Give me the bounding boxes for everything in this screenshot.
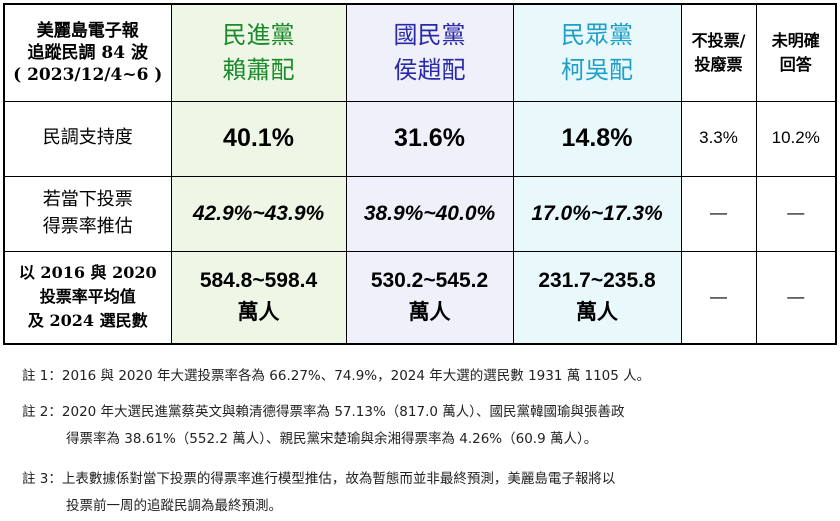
value-line: 萬人 [237,301,280,325]
value-line: — [787,287,805,307]
value-cell: 10.2% [755,100,837,177]
header-column-cell: 不投票/投廢票 [680,3,757,102]
row-label-line: 民調支持度 [42,127,133,149]
header-column-line: 賴蕭配 [222,55,295,84]
value-cell: 42.9%~43.9% [170,175,347,252]
note-line: 註 2：2020 年大選民進黨蔡英文與賴清德得票率為 57.13%（817.0 … [22,400,625,427]
note-label: 註 3： [22,471,62,487]
note-line: 投票前一周的追蹤民調為最終預測。 [22,494,615,521]
value-line: 萬人 [408,301,451,325]
value-line: — [710,287,727,307]
row-label-cell: 以 2016 與 2020 投票率平均值及 2024 選民數 [3,250,172,345]
value-line: 17.0%~17.3% [531,201,663,225]
data-row: 民調支持度 40.1% 31.6% 14.8% 3.3% 10.2% [3,100,837,177]
note-label: 註 1： [22,368,62,384]
header-column-line: 侯趙配 [393,55,466,84]
value-cell: 530.2~545.2 萬人 [345,250,514,345]
value-cell: — [755,175,837,252]
note-text: 得票率為 38.61%（552.2 萬人）、親民黨宋楚瑜與余湘得票率為 4.26… [66,431,598,447]
header-column-line: 未明確 [771,30,820,50]
value-line: 31.6% [394,124,465,153]
value-line: 3.3% [699,128,738,148]
note: 註 2：2020 年大選民進黨蔡英文與賴清德得票率為 57.13%（817.0 … [22,400,625,454]
header-title-line: 追蹤民調 84 波 [27,42,149,63]
header-column-line: 不投票/ [691,30,746,50]
header-column-cell: 未明確 回答 [755,3,837,102]
value-line: 584.8~598.4 [199,268,318,292]
value-line: 42.9%~43.9% [192,201,325,225]
header-column-line: 民眾黨 [561,20,633,49]
header-row: 美麗島電子報 追蹤民調 84 波( 2023/12/4~6 ) 民進黨 賴蕭配 國民黨侯… [3,3,837,102]
row-label-line: 投票率平均值 [39,287,136,307]
header-column-cell: 國民黨 侯趙配 [345,3,514,102]
note-label: 註 2： [22,404,62,420]
note: 註 1：2016 與 2020 年大選投票率各為 66.27%、74.9%，20… [22,364,650,391]
header-column-line: 回答 [779,54,812,74]
row-label-line: 若當下投票 [42,189,133,211]
value-cell: 231.7~235.8 萬人 [512,250,682,345]
row-label-cell: 若當下投票得票率推估 [3,175,172,252]
data-row: 以 2016 與 2020 投票率平均值及 2024 選民數 584.8~598.4… [3,250,837,345]
value-line: — [787,203,805,223]
header-column-line: 柯吳配 [561,55,633,84]
value-line: 10.2% [771,128,820,148]
value-cell: 38.9%~40.0% [345,175,514,252]
value-line: 530.2~545.2 [370,268,489,292]
value-cell: — [680,175,757,252]
value-line: 萬人 [576,301,618,325]
header-column-line: 民進黨 [222,20,295,49]
note-line: 註 3：上表數據係對當下投票的得票率進行模型推估，故為暫態而並非最終預測，美麗島… [22,467,615,494]
note-line: 註 1：2016 與 2020 年大選投票率各為 66.27%、74.9%，20… [22,364,650,391]
header-column-cell: 民眾黨 柯吳配 [512,3,682,102]
value-cell: 40.1% [170,100,347,177]
value-cell: 17.0%~17.3% [512,175,682,252]
note-text: 投票前一周的追蹤民調為最終預測。 [66,498,282,514]
data-row: 若當下投票得票率推估 42.9%~43.9% 38.9%~40.0% 17.0%~17… [3,175,837,252]
value-cell: 31.6% [345,100,514,177]
value-line: 231.7~235.8 [538,268,656,292]
value-cell: 584.8~598.4 萬人 [170,250,347,345]
note-text: 2016 與 2020 年大選投票率各為 66.27%、74.9%，2024 年… [61,368,651,384]
row-label-cell: 民調支持度 [3,100,172,177]
value-cell: — [680,250,757,345]
value-line: 14.8% [561,124,633,153]
note: 註 3：上表數據係對當下投票的得票率進行模型推估，故為暫態而並非最終預測，美麗島… [22,467,615,521]
note-text: 上表數據係對當下投票的得票率進行模型推估，故為暫態而並非最終預測，美麗島電子報將… [61,471,616,487]
value-line: — [710,203,727,223]
value-cell: — [755,250,837,345]
value-cell: 3.3% [680,100,757,177]
header-title-line: 美麗島電子報 [36,20,139,41]
header-column-line: 投廢票 [694,54,743,74]
row-label-line: 得票率推估 [42,215,133,237]
header-title-line: ( 2023/12/4~6 ) [13,64,163,85]
header-column-cell: 民進黨 賴蕭配 [170,3,347,102]
row-label-line: 以 2016 與 2020 [18,263,157,283]
row-label-line: 及 2024 選民數 [27,311,148,331]
note-text: 2020 年大選民進黨蔡英文與賴清德得票率為 57.13%（817.0 萬人）、… [61,404,625,420]
value-line: 40.1% [223,124,294,153]
value-line: 38.9%~40.0% [363,201,496,225]
value-cell: 14.8% [512,100,682,177]
header-column-line: 國民黨 [393,20,466,49]
header-title-cell: 美麗島電子報 追蹤民調 84 波( 2023/12/4~6 ) [3,3,172,102]
poll-table: 美麗島電子報 追蹤民調 84 波( 2023/12/4~6 ) 民進黨 賴蕭配 國民黨侯… [3,3,837,345]
note-line: 得票率為 38.61%（552.2 萬人）、親民黨宋楚瑜與余湘得票率為 4.26… [22,427,625,454]
